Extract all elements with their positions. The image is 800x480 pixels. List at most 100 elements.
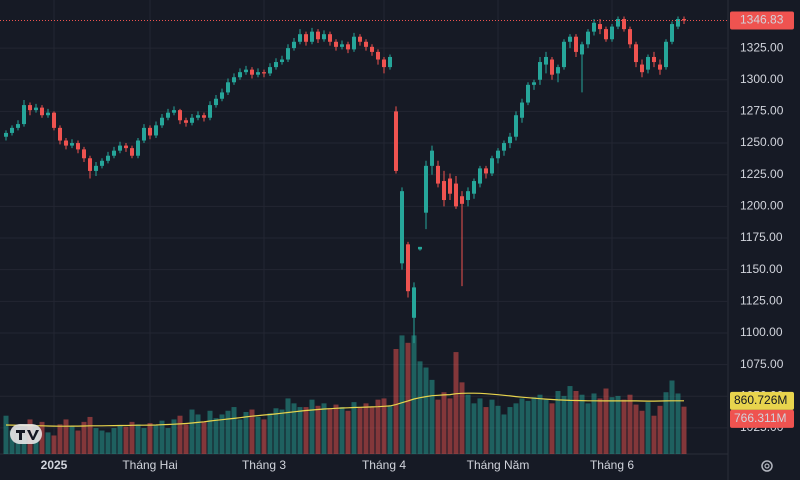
candle-body — [514, 115, 518, 137]
candle-body — [166, 112, 170, 118]
volume-bar — [489, 399, 495, 454]
candle-body — [484, 168, 488, 174]
volume-bar — [591, 393, 597, 454]
candle-body — [622, 18, 626, 30]
volume-bar — [465, 394, 471, 454]
candle-body — [202, 115, 206, 118]
volume-bar — [339, 407, 345, 454]
volume-bar — [669, 380, 675, 454]
volume-bar — [117, 425, 123, 454]
candle-body — [562, 41, 566, 68]
candle-body — [358, 36, 362, 42]
candle-body — [328, 34, 332, 42]
volume-bar — [573, 390, 579, 454]
volume-bar — [495, 405, 501, 454]
volume-bar — [411, 335, 417, 454]
volume-bar — [99, 430, 105, 454]
volume-bar — [417, 361, 423, 454]
candle-body — [616, 18, 620, 27]
candle-body — [88, 158, 92, 171]
last-price-tag — [730, 11, 794, 30]
volume-bar — [213, 418, 219, 454]
candle-body — [190, 117, 194, 123]
settings-icon[interactable] — [761, 460, 773, 472]
volume-bar — [189, 409, 195, 454]
volume-bar — [369, 407, 375, 454]
volume-bar — [147, 423, 153, 454]
candle-body — [214, 98, 218, 106]
candle-body — [70, 143, 74, 146]
candle-body — [454, 183, 458, 207]
volume-bar — [177, 415, 183, 454]
volume-bar — [273, 408, 279, 454]
candle-body — [280, 59, 284, 63]
volume-bar — [603, 388, 609, 454]
volume-bar — [627, 394, 633, 454]
candle-body — [286, 48, 290, 60]
candle-body — [172, 110, 176, 113]
y-tick-label: 1225.00 — [740, 167, 784, 181]
volume-bar — [477, 398, 483, 454]
candle-body — [100, 160, 104, 166]
candle-body — [370, 46, 374, 52]
candle-body — [310, 31, 314, 42]
volume-bar — [363, 403, 369, 454]
volume-bar — [39, 421, 45, 454]
tv-logo — [10, 424, 42, 444]
volume-bar — [3, 415, 9, 454]
candle-body — [112, 150, 116, 156]
x-tick-label: Tháng Năm — [467, 458, 530, 472]
volume-bar — [87, 416, 93, 454]
volume-bar — [225, 410, 231, 454]
candle-body — [466, 191, 470, 201]
candle-body — [532, 82, 536, 85]
volume-bar — [165, 428, 171, 454]
y-tick-label: 1200.00 — [740, 199, 784, 213]
y-tick-label: 1175.00 — [740, 230, 783, 244]
candle-body — [472, 181, 476, 194]
volume-bar — [21, 435, 27, 454]
volume-bar — [519, 398, 525, 454]
volume-bar — [93, 428, 99, 454]
candle-body — [460, 196, 464, 204]
volume-bar — [423, 367, 429, 454]
candle-body — [28, 105, 32, 111]
volume-ma-label: 860.726M — [734, 393, 787, 407]
volume-bar — [645, 402, 651, 454]
candle-body — [178, 110, 182, 121]
volume-bar — [261, 419, 267, 454]
volume-bar — [399, 335, 405, 454]
volume-bar — [201, 421, 207, 454]
volume-bar — [387, 405, 393, 454]
volume-bar — [321, 403, 327, 454]
y-tick-label: 1100.00 — [740, 325, 783, 339]
candle-body — [610, 26, 614, 40]
volume-bar — [471, 403, 477, 454]
candle-body — [676, 18, 680, 27]
volume-bar — [171, 419, 177, 454]
volume-bar — [285, 398, 291, 454]
volume-bar — [453, 352, 459, 454]
volume-bar — [333, 404, 339, 454]
candle-body — [640, 64, 644, 73]
volume-bar — [141, 428, 147, 454]
x-tick-label: Tháng Hai — [122, 458, 177, 472]
volume-bar — [111, 428, 117, 454]
last-volume-label: 766.311M — [734, 411, 786, 425]
candle-body — [298, 34, 302, 42]
volume-bar — [195, 414, 201, 454]
y-tick-label: 1125.00 — [740, 293, 783, 307]
volume-bar — [351, 402, 357, 454]
candle-body — [268, 67, 272, 74]
candle-body — [382, 59, 386, 68]
volume-bar — [207, 410, 213, 454]
candle-body — [340, 44, 344, 47]
volume-bar — [327, 408, 333, 454]
volume-bar — [57, 424, 63, 454]
candle-body — [574, 36, 578, 52]
candle-body — [682, 18, 686, 21]
candle-body — [544, 56, 548, 65]
candle-body — [118, 145, 122, 151]
volume-bar — [435, 399, 441, 454]
volume-bar — [183, 424, 189, 454]
